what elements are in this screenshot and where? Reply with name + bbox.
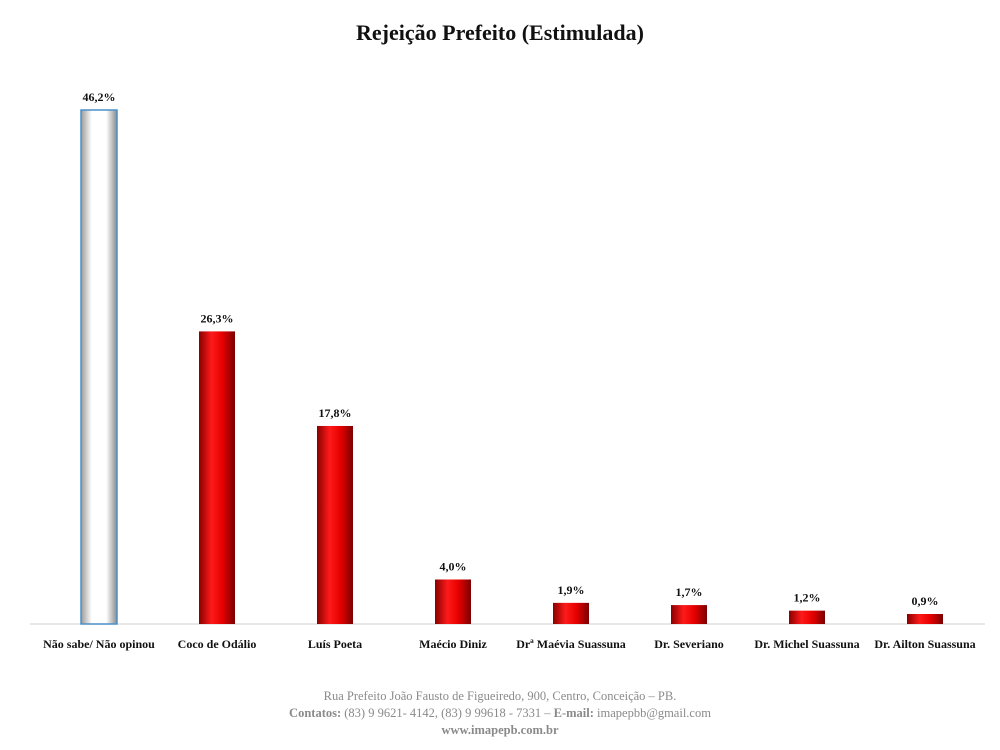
footer-contacts: Contatos: (83) 9 9621- 4142, (83) 9 9961… <box>0 705 1000 722</box>
bar-1 <box>199 331 235 624</box>
category-label-4: Drª Maévia Suassuna <box>516 637 626 651</box>
chart-title: Rejeição Prefeito (Estimulada) <box>356 20 644 45</box>
category-label-0: Não sabe/ Não opinou <box>43 637 155 651</box>
value-label-2: 17,8% <box>319 406 352 420</box>
bar-chart: 46,2% Não sabe/ Não opinou 26,3% Coco de Od… <box>30 90 985 651</box>
footer-email: imapepbb@gmail.com <box>593 706 711 720</box>
bar-2 <box>317 425 353 624</box>
footer-email-label: E-mail: <box>553 706 594 720</box>
footer-website[interactable]: www.imapepb.com.br <box>441 723 559 737</box>
value-label-7: 0,9% <box>912 594 939 608</box>
bar-7 <box>907 613 943 624</box>
category-label-5: Dr. Severiano <box>654 637 724 651</box>
category-label-3: Maécio Diniz <box>419 637 487 651</box>
bar-6 <box>789 610 825 624</box>
category-label-1: Coco de Odálio <box>178 637 257 651</box>
value-label-3: 4,0% <box>440 559 467 573</box>
value-label-1: 26,3% <box>201 311 234 325</box>
value-label-4: 1,9% <box>558 583 585 597</box>
bar-0 <box>80 109 118 625</box>
value-label-0: 46,2% <box>83 90 116 104</box>
footer-contacts-label: Contatos: <box>289 706 342 720</box>
category-label-6: Dr. Michel Suassuna <box>754 637 859 651</box>
category-label-2: Luís Poeta <box>308 637 362 651</box>
footer: Rua Prefeito João Fausto de Figueiredo, … <box>0 688 1000 739</box>
footer-address: Rua Prefeito João Fausto de Figueiredo, … <box>323 689 677 703</box>
value-label-5: 1,7% <box>676 585 703 599</box>
footer-contacts-phones: (83) 9 9621- 4142, (83) 9 99618 - 7331 – <box>341 706 554 720</box>
bar-4 <box>553 602 589 624</box>
bar-3 <box>435 579 471 624</box>
bar-5 <box>671 605 707 624</box>
category-label-7: Dr. Ailton Suassuna <box>874 637 975 651</box>
value-label-6: 1,2% <box>794 591 821 605</box>
